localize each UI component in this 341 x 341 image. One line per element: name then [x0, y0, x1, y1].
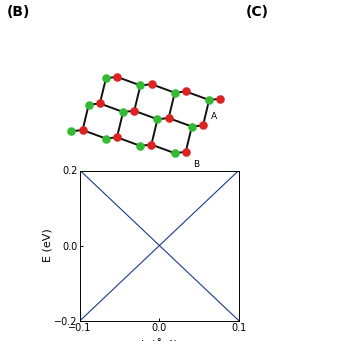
Point [114, 135, 120, 140]
Point [137, 143, 143, 149]
Point [189, 124, 195, 129]
Point [86, 102, 91, 107]
Text: (C): (C) [246, 5, 268, 19]
Point [155, 117, 160, 122]
Y-axis label: E (eV): E (eV) [43, 229, 53, 262]
Point [115, 74, 120, 80]
Point [97, 101, 103, 106]
Point [103, 75, 109, 81]
Point [80, 127, 85, 133]
Point [69, 129, 74, 134]
Text: B: B [193, 160, 199, 168]
Point [149, 81, 154, 87]
Point [183, 149, 189, 154]
Point [200, 123, 206, 128]
Point [166, 115, 172, 121]
Text: A: A [210, 112, 217, 121]
Point [138, 83, 143, 88]
X-axis label: k (Å⁻¹): k (Å⁻¹) [141, 339, 178, 341]
Point [206, 97, 212, 103]
Point [132, 108, 137, 114]
Point [149, 142, 154, 147]
Point [103, 136, 108, 141]
Point [120, 109, 126, 115]
Text: (B): (B) [7, 5, 30, 19]
Point [183, 89, 189, 94]
Point [218, 96, 223, 102]
Point [172, 90, 178, 95]
Point [172, 150, 177, 156]
